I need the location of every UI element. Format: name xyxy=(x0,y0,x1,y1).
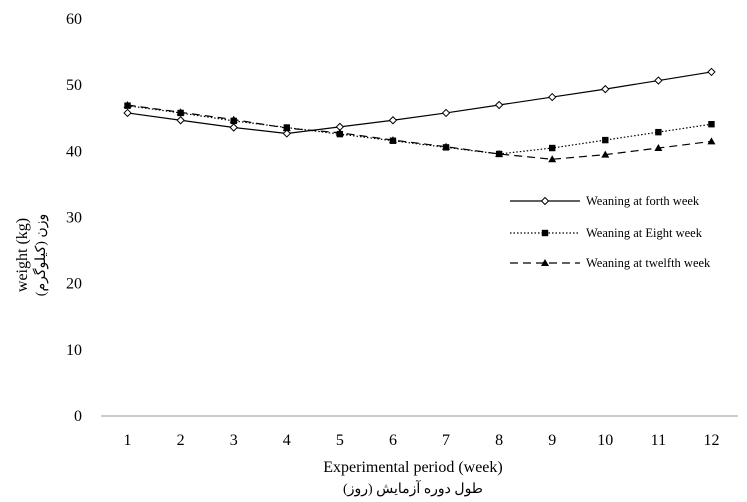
series-2 xyxy=(124,102,715,158)
y-tick-label: 50 xyxy=(66,77,82,94)
data-point xyxy=(388,116,398,125)
legend-marker xyxy=(540,196,550,206)
x-tick-label: 11 xyxy=(651,432,666,449)
y-tick-label: 10 xyxy=(66,342,82,359)
x-tick-label: 4 xyxy=(283,432,291,449)
y-tick-labels: 0 10 20 30 40 50 60 xyxy=(66,11,82,425)
x-tick-labels: 1 2 3 4 5 6 7 8 9 10 11 12 xyxy=(124,432,720,449)
x-tick-label: 7 xyxy=(442,432,450,449)
series-layer xyxy=(123,67,716,163)
data-point xyxy=(442,142,451,150)
data-point xyxy=(708,121,715,128)
y-tick-label: 20 xyxy=(66,276,82,293)
x-tick-label: 3 xyxy=(230,432,238,449)
data-point xyxy=(441,108,451,118)
series-1 xyxy=(123,67,716,138)
data-point xyxy=(548,155,557,163)
data-point xyxy=(176,116,185,125)
x-tick-label: 9 xyxy=(548,432,556,449)
legend-entry: Weaning at Eight week xyxy=(510,226,703,240)
data-point xyxy=(707,137,716,145)
data-point xyxy=(282,129,291,138)
legend-entry: Weaning at forth week xyxy=(510,194,700,208)
x-tick-label: 2 xyxy=(177,432,185,449)
data-point xyxy=(123,108,132,118)
series-line xyxy=(127,105,712,155)
data-point xyxy=(549,144,556,152)
x-axis-title: Experimental period (week) xyxy=(323,459,502,476)
data-point xyxy=(282,124,291,132)
x-tick-label: 5 xyxy=(336,432,344,449)
data-point xyxy=(655,128,662,136)
x-axis-subtitle: طول دوره آزمایش (روز) xyxy=(343,479,483,497)
data-point xyxy=(707,67,716,77)
legend-label: Weaning at twelfth week xyxy=(586,256,711,270)
x-tick-label: 12 xyxy=(703,432,719,449)
data-point xyxy=(335,128,344,136)
y-tick-label: 40 xyxy=(66,143,82,160)
legend-label: Weaning at Eight week xyxy=(586,226,703,240)
y-tick-label: 0 xyxy=(74,408,82,425)
data-point xyxy=(654,144,663,152)
data-point xyxy=(602,136,609,144)
legend-marker xyxy=(541,259,549,266)
data-point xyxy=(388,136,397,144)
data-point xyxy=(601,150,610,158)
legend: Weaning at forth week Weaning at Eight we… xyxy=(510,194,711,270)
y-axis-subtitle: وزن (کیلوگرم) xyxy=(32,214,49,296)
y-axis-title: weight (kg) xyxy=(14,218,31,292)
data-point xyxy=(123,101,132,109)
data-point xyxy=(548,92,557,102)
data-point xyxy=(229,115,238,123)
y-tick-label: 30 xyxy=(66,210,82,227)
y-tick-label: 60 xyxy=(66,11,82,28)
data-point xyxy=(229,123,238,132)
data-point xyxy=(601,84,610,94)
x-tick-label: 10 xyxy=(597,432,613,449)
legend-marker xyxy=(541,229,549,237)
data-point xyxy=(176,108,185,116)
x-tick-label: 6 xyxy=(389,432,397,449)
legend-entry: Weaning at twelfth week xyxy=(510,256,711,270)
data-point xyxy=(654,76,663,85)
series-line xyxy=(127,104,712,160)
x-tick-label: 1 xyxy=(124,432,132,449)
x-tick-label: 8 xyxy=(495,432,503,449)
data-point xyxy=(494,100,504,110)
data-point xyxy=(495,149,504,157)
series-line xyxy=(127,71,712,135)
legend-label: Weaning at forth week xyxy=(586,194,700,208)
series-3 xyxy=(123,101,716,163)
